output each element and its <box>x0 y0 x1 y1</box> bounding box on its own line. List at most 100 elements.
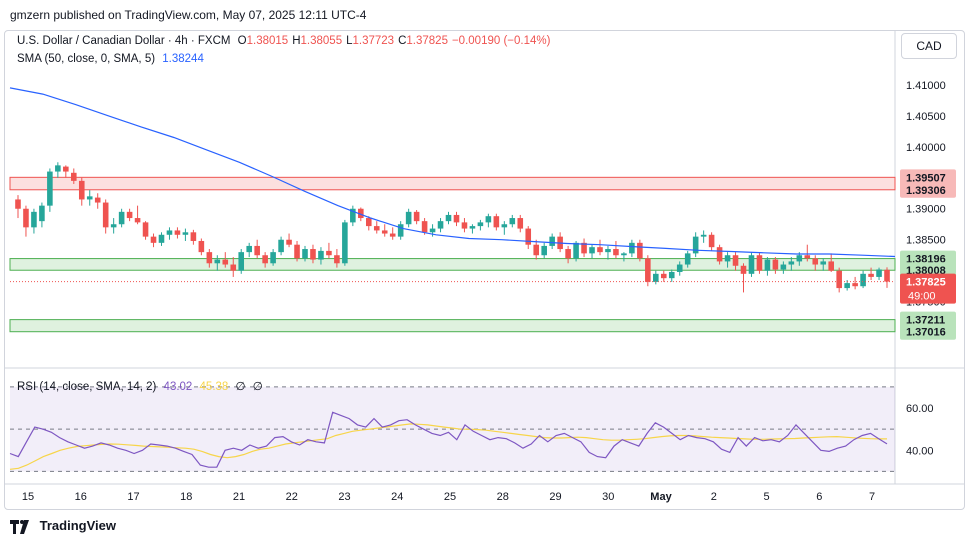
candle-body <box>469 226 476 229</box>
chart-frame <box>4 30 965 510</box>
open-label: O <box>237 35 247 47</box>
ohlc-readout: O1.38015 H1.38055 L1.37723 C1.37825 −0.00190… <box>238 35 555 47</box>
candle-body <box>860 273 866 287</box>
time-tick-label: 28 <box>497 491 509 503</box>
candle-body <box>613 249 619 256</box>
candle-body <box>668 271 675 279</box>
candle-body <box>477 222 484 227</box>
candle-body <box>102 202 109 228</box>
currency-selector[interactable]: CAD <box>901 33 957 59</box>
zone-label: 1.37016 <box>906 327 946 339</box>
time-tick-label: 21 <box>233 491 245 503</box>
candle-body <box>772 259 779 270</box>
candle-body <box>278 239 284 253</box>
close-label: C <box>398 35 407 47</box>
candle-body <box>262 255 268 264</box>
candle-body <box>286 239 292 245</box>
rsi-label: RSI (14, close, SMA, 14, 2) <box>17 381 157 393</box>
candle-body <box>389 233 396 237</box>
candle-body <box>716 247 723 262</box>
candle-body <box>549 236 555 246</box>
zone-label: 1.39306 <box>906 185 946 197</box>
candle-body <box>525 228 532 245</box>
zone-label-bg <box>900 323 956 340</box>
candle-body <box>166 230 173 235</box>
last-price-label: 1.37825 <box>906 277 946 289</box>
candle-body <box>884 269 890 282</box>
time-tick-label: 17 <box>127 491 139 503</box>
sma-value: 1.38244 <box>162 53 204 65</box>
symbol-label: U.S. Dollar / Canadian Dollar · 4h · FXC… <box>17 35 231 47</box>
candle-body <box>597 247 603 253</box>
rsi-ma-value: 45.38 <box>199 381 229 393</box>
sma-legend: SMA (50, close, 0, SMA, 5) 1.38244 <box>17 53 208 65</box>
zone-support <box>9 319 896 333</box>
candle-body <box>222 259 229 265</box>
candle-body <box>708 234 715 248</box>
candle-body <box>493 216 500 228</box>
zone-resistance <box>9 176 896 191</box>
candle-body <box>581 242 587 254</box>
candle-body <box>214 259 221 264</box>
rsi-line <box>9 411 888 468</box>
price-tick-label: 1.40500 <box>906 111 946 123</box>
candle-body <box>174 230 181 235</box>
candle-body <box>541 245 547 256</box>
price-legend: U.S. Dollar / Canadian Dollar · 4h · FXC… <box>17 35 558 47</box>
candle-body <box>820 261 827 265</box>
low-label: L <box>346 35 353 47</box>
candle-body <box>605 249 611 253</box>
time-tick-label: 7 <box>869 491 875 503</box>
candle-body <box>373 226 380 231</box>
candle-body <box>501 224 508 228</box>
time-tick-label: May <box>650 491 672 503</box>
high-label: H <box>292 35 301 47</box>
candle-body <box>589 247 595 254</box>
time-tick-label: 16 <box>75 491 87 503</box>
candle-body <box>429 228 436 233</box>
candle-body <box>413 211 420 222</box>
candle-body <box>254 245 260 256</box>
candle-body <box>621 253 627 256</box>
candle-body <box>836 270 842 289</box>
time-tick-label: 23 <box>338 491 350 503</box>
candle-body <box>47 171 53 206</box>
last-price-badge <box>900 273 956 304</box>
candle-body <box>190 232 197 241</box>
rsi-value: 43.02 <box>163 381 193 393</box>
candle-body <box>565 249 571 259</box>
candle-body <box>653 273 659 282</box>
candle-body <box>318 250 324 260</box>
candle-body <box>756 255 763 271</box>
zone-label-bg <box>900 181 956 198</box>
candle-body <box>788 261 795 265</box>
candle-body <box>142 222 149 237</box>
candle-body <box>118 211 125 225</box>
candle-body <box>78 180 85 200</box>
candle-body <box>700 234 707 237</box>
candle-body <box>844 283 850 289</box>
candle-body <box>342 222 348 264</box>
time-tick-label: 5 <box>763 491 769 503</box>
candle-body <box>397 224 404 237</box>
candle-body <box>334 255 340 264</box>
candle-body <box>326 250 332 256</box>
high-value: 1.38055 <box>300 35 343 47</box>
time-tick-label: 29 <box>549 491 561 503</box>
time-tick-label: 24 <box>391 491 403 503</box>
change-value: −0.00190 (−0.14%) <box>451 35 551 47</box>
candle-body <box>158 234 165 243</box>
zone-label-bg <box>900 169 956 186</box>
candle-body <box>740 265 747 274</box>
candle-body <box>270 252 276 264</box>
candle-body <box>206 252 213 264</box>
time-tick-label: 6 <box>816 491 822 503</box>
candle-body <box>876 269 882 277</box>
candle-body <box>692 236 699 254</box>
candle-body <box>676 264 683 272</box>
time-tick-label: 18 <box>180 491 192 503</box>
candle-body <box>868 273 874 277</box>
rsi-ma-line <box>9 423 887 470</box>
bar-countdown-label: 49:00 <box>908 291 936 303</box>
